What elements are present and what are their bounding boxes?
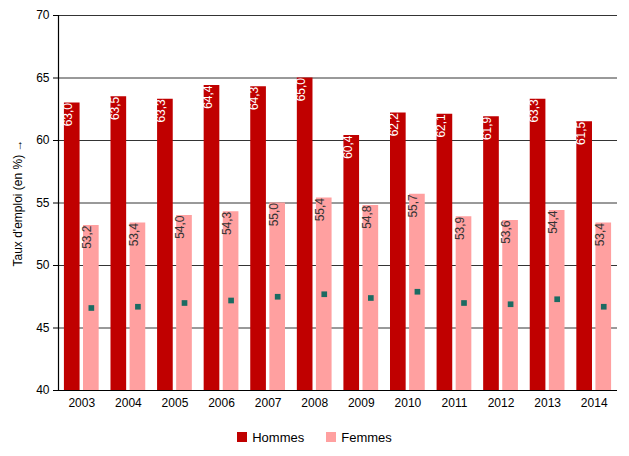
html-text:Hommes: Hommes <box>252 429 305 445</box>
svg-text:55,0: 55,0 <box>267 203 281 227</box>
svg-text:60,4: 60,4 <box>341 135 355 159</box>
svg-text:2008: 2008 <box>301 396 328 410</box>
svg-text:2007: 2007 <box>255 396 282 410</box>
svg-text:63,5: 63,5 <box>108 96 122 120</box>
svg-text:2014: 2014 <box>581 396 608 410</box>
svg-text:62,2: 62,2 <box>387 113 401 137</box>
svg-text:61,5: 61,5 <box>573 121 587 145</box>
svg-text:53,2: 53,2 <box>80 225 94 249</box>
svg-text:55,7: 55,7 <box>406 194 420 218</box>
svg-text:2006: 2006 <box>208 396 235 410</box>
svg-text:63,3: 63,3 <box>527 99 541 123</box>
svg-text:2010: 2010 <box>395 396 422 410</box>
svg-text:60: 60 <box>36 133 50 147</box>
svg-text:63,0: 63,0 <box>61 103 75 127</box>
svg-text:53,4: 53,4 <box>127 223 141 247</box>
svg-text:50: 50 <box>36 258 50 272</box>
svg-text:54,8: 54,8 <box>360 205 374 229</box>
svg-text:54,4: 54,4 <box>546 210 560 234</box>
svg-text:62,1: 62,1 <box>434 114 448 138</box>
svg-text:65: 65 <box>36 71 50 85</box>
svg-text:2013: 2013 <box>534 396 561 410</box>
svg-text:40: 40 <box>36 383 50 397</box>
svg-text:2003: 2003 <box>68 396 95 410</box>
svg-text:55,4: 55,4 <box>313 198 327 222</box>
svg-text:61,9: 61,9 <box>480 116 494 140</box>
svg-text:70: 70 <box>36 8 50 22</box>
svg-text:2011: 2011 <box>442 396 468 410</box>
svg-text:2005: 2005 <box>162 396 189 410</box>
svg-text:2004: 2004 <box>115 396 142 410</box>
svg-text:Taux d'emploi (en %) →: Taux d'emploi (en %) → <box>11 139 25 266</box>
svg-text:65,0: 65,0 <box>294 78 308 102</box>
svg-text:63,3: 63,3 <box>154 99 168 123</box>
svg-text:64,3: 64,3 <box>247 86 261 110</box>
svg-text:55: 55 <box>36 196 50 210</box>
svg-text:54,3: 54,3 <box>220 211 234 235</box>
svg-text:54,0: 54,0 <box>173 215 187 239</box>
html-text:Femmes: Femmes <box>341 429 392 445</box>
svg-text:2012: 2012 <box>488 396 515 410</box>
svg-text:64,4: 64,4 <box>201 85 215 109</box>
svg-text:53,9: 53,9 <box>453 216 467 240</box>
svg-text:53,6: 53,6 <box>499 220 513 244</box>
svg-text:45: 45 <box>36 321 50 335</box>
svg-text:2009: 2009 <box>348 396 375 410</box>
svg-text:53,4: 53,4 <box>593 223 607 247</box>
